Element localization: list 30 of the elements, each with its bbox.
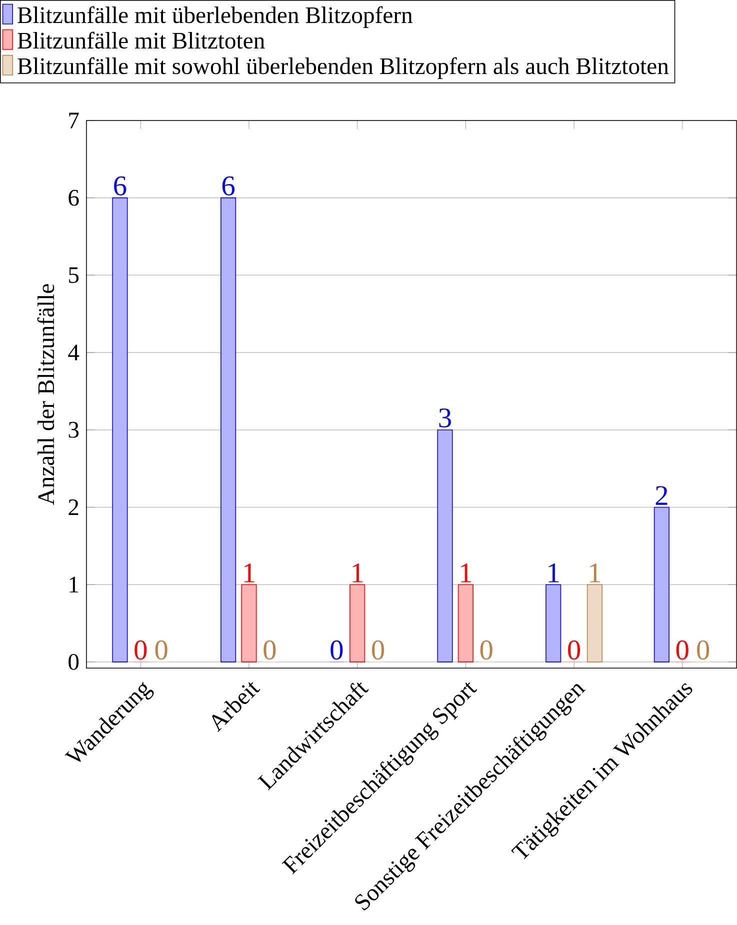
data-label: 6 <box>114 176 126 196</box>
data-label: 0 <box>134 640 147 660</box>
data-label: 1 <box>352 564 363 582</box>
data-label: 1 <box>244 564 254 582</box>
y-tick-label: 5 <box>69 267 79 284</box>
data-label: 0 <box>676 640 688 660</box>
data-label: 1 <box>461 564 472 582</box>
data-label: 1 <box>548 564 559 582</box>
y-tick-label: 7 <box>69 112 79 128</box>
data-label: 3 <box>439 408 452 428</box>
data-label: 0 <box>568 640 580 660</box>
y-tick-label: 4 <box>68 344 80 360</box>
data-label: 0 <box>697 640 710 660</box>
y-tick-label: 0 <box>68 654 79 670</box>
data-label: 0 <box>330 640 343 660</box>
legend-label: Blitzunfälle mit überlebenden Blitzopfern <box>18 6 413 28</box>
y-axis-title: Anzahl der Blitzunfälle <box>37 284 54 506</box>
data-label: 1 <box>590 564 600 582</box>
y-tick-label: 3 <box>68 422 79 438</box>
legend-label: Blitzunfälle mit Blitztoten <box>18 32 265 49</box>
data-label: 0 <box>372 640 384 660</box>
data-label: 0 <box>155 640 168 660</box>
data-label: 2 <box>656 486 668 505</box>
y-tick-label: 6 <box>68 190 79 206</box>
y-tick-label: 2 <box>68 499 78 516</box>
data-label: 6 <box>222 176 235 196</box>
legend-label: Blitzunfälle mit sowohl überlebenden Blitzopfern als auch Blitztoten <box>18 57 669 79</box>
data-label: 0 <box>264 640 276 660</box>
data-label: 0 <box>480 640 492 660</box>
y-tick-label: 1 <box>70 576 78 592</box>
